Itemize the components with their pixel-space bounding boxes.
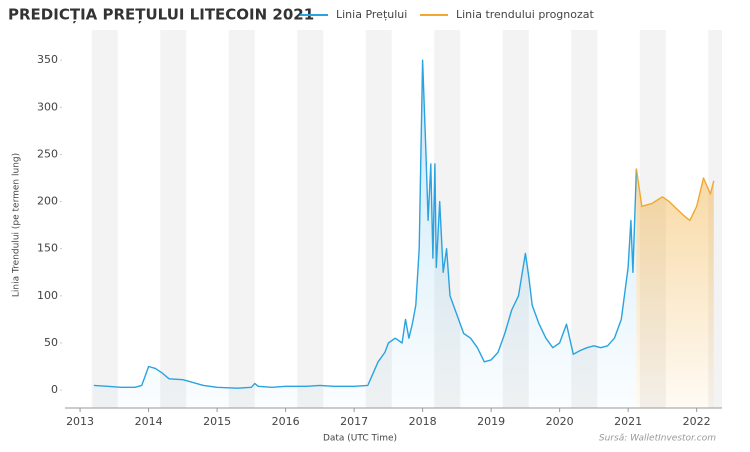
x-tick-label: 2018 (409, 415, 437, 428)
x-tick-label: 2021 (614, 415, 642, 428)
legend-label: Linia trendului prognozat (456, 8, 595, 21)
x-tick-label: 2020 (546, 415, 574, 428)
source: Sursă: WalletInvestor.com (599, 434, 716, 444)
x-tick-label: 2022 (683, 415, 711, 428)
x-tick-label: 2015 (203, 415, 231, 428)
line (93, 59, 638, 389)
y-tick-label: 0 (51, 383, 58, 396)
band (297, 30, 324, 408)
y-tick-label: 300 (37, 100, 58, 113)
x-tick-label: 2014 (135, 415, 163, 428)
x-tick-label: 2013 (66, 415, 94, 428)
x-axis-label: Data (UTC Time) (323, 434, 397, 444)
area-fill (93, 60, 637, 408)
band (91, 30, 118, 408)
y-tick-label: 100 (37, 289, 58, 302)
line (635, 168, 715, 222)
y-tick-label: 150 (37, 242, 58, 255)
y-tick-label: 250 (37, 147, 58, 160)
band (160, 30, 187, 408)
y-tick-label: 50 (44, 336, 58, 349)
chart-title: PREDICȚIA PREȚULUI LITECOIN 2021 (8, 6, 314, 24)
x-tick-label: 2016 (272, 415, 300, 428)
y-tick-label: 200 (37, 195, 58, 208)
x-tick-label: 2019 (477, 415, 505, 428)
legend-label: Linia Prețului (336, 8, 407, 21)
y-tick-label: 350 (37, 53, 58, 66)
band (571, 30, 598, 408)
x-tick-label: 2017 (340, 415, 368, 428)
band (228, 30, 255, 408)
area-fill (636, 168, 714, 408)
y-axis-label: Linia Trendului (pe termen lung) (12, 153, 22, 297)
